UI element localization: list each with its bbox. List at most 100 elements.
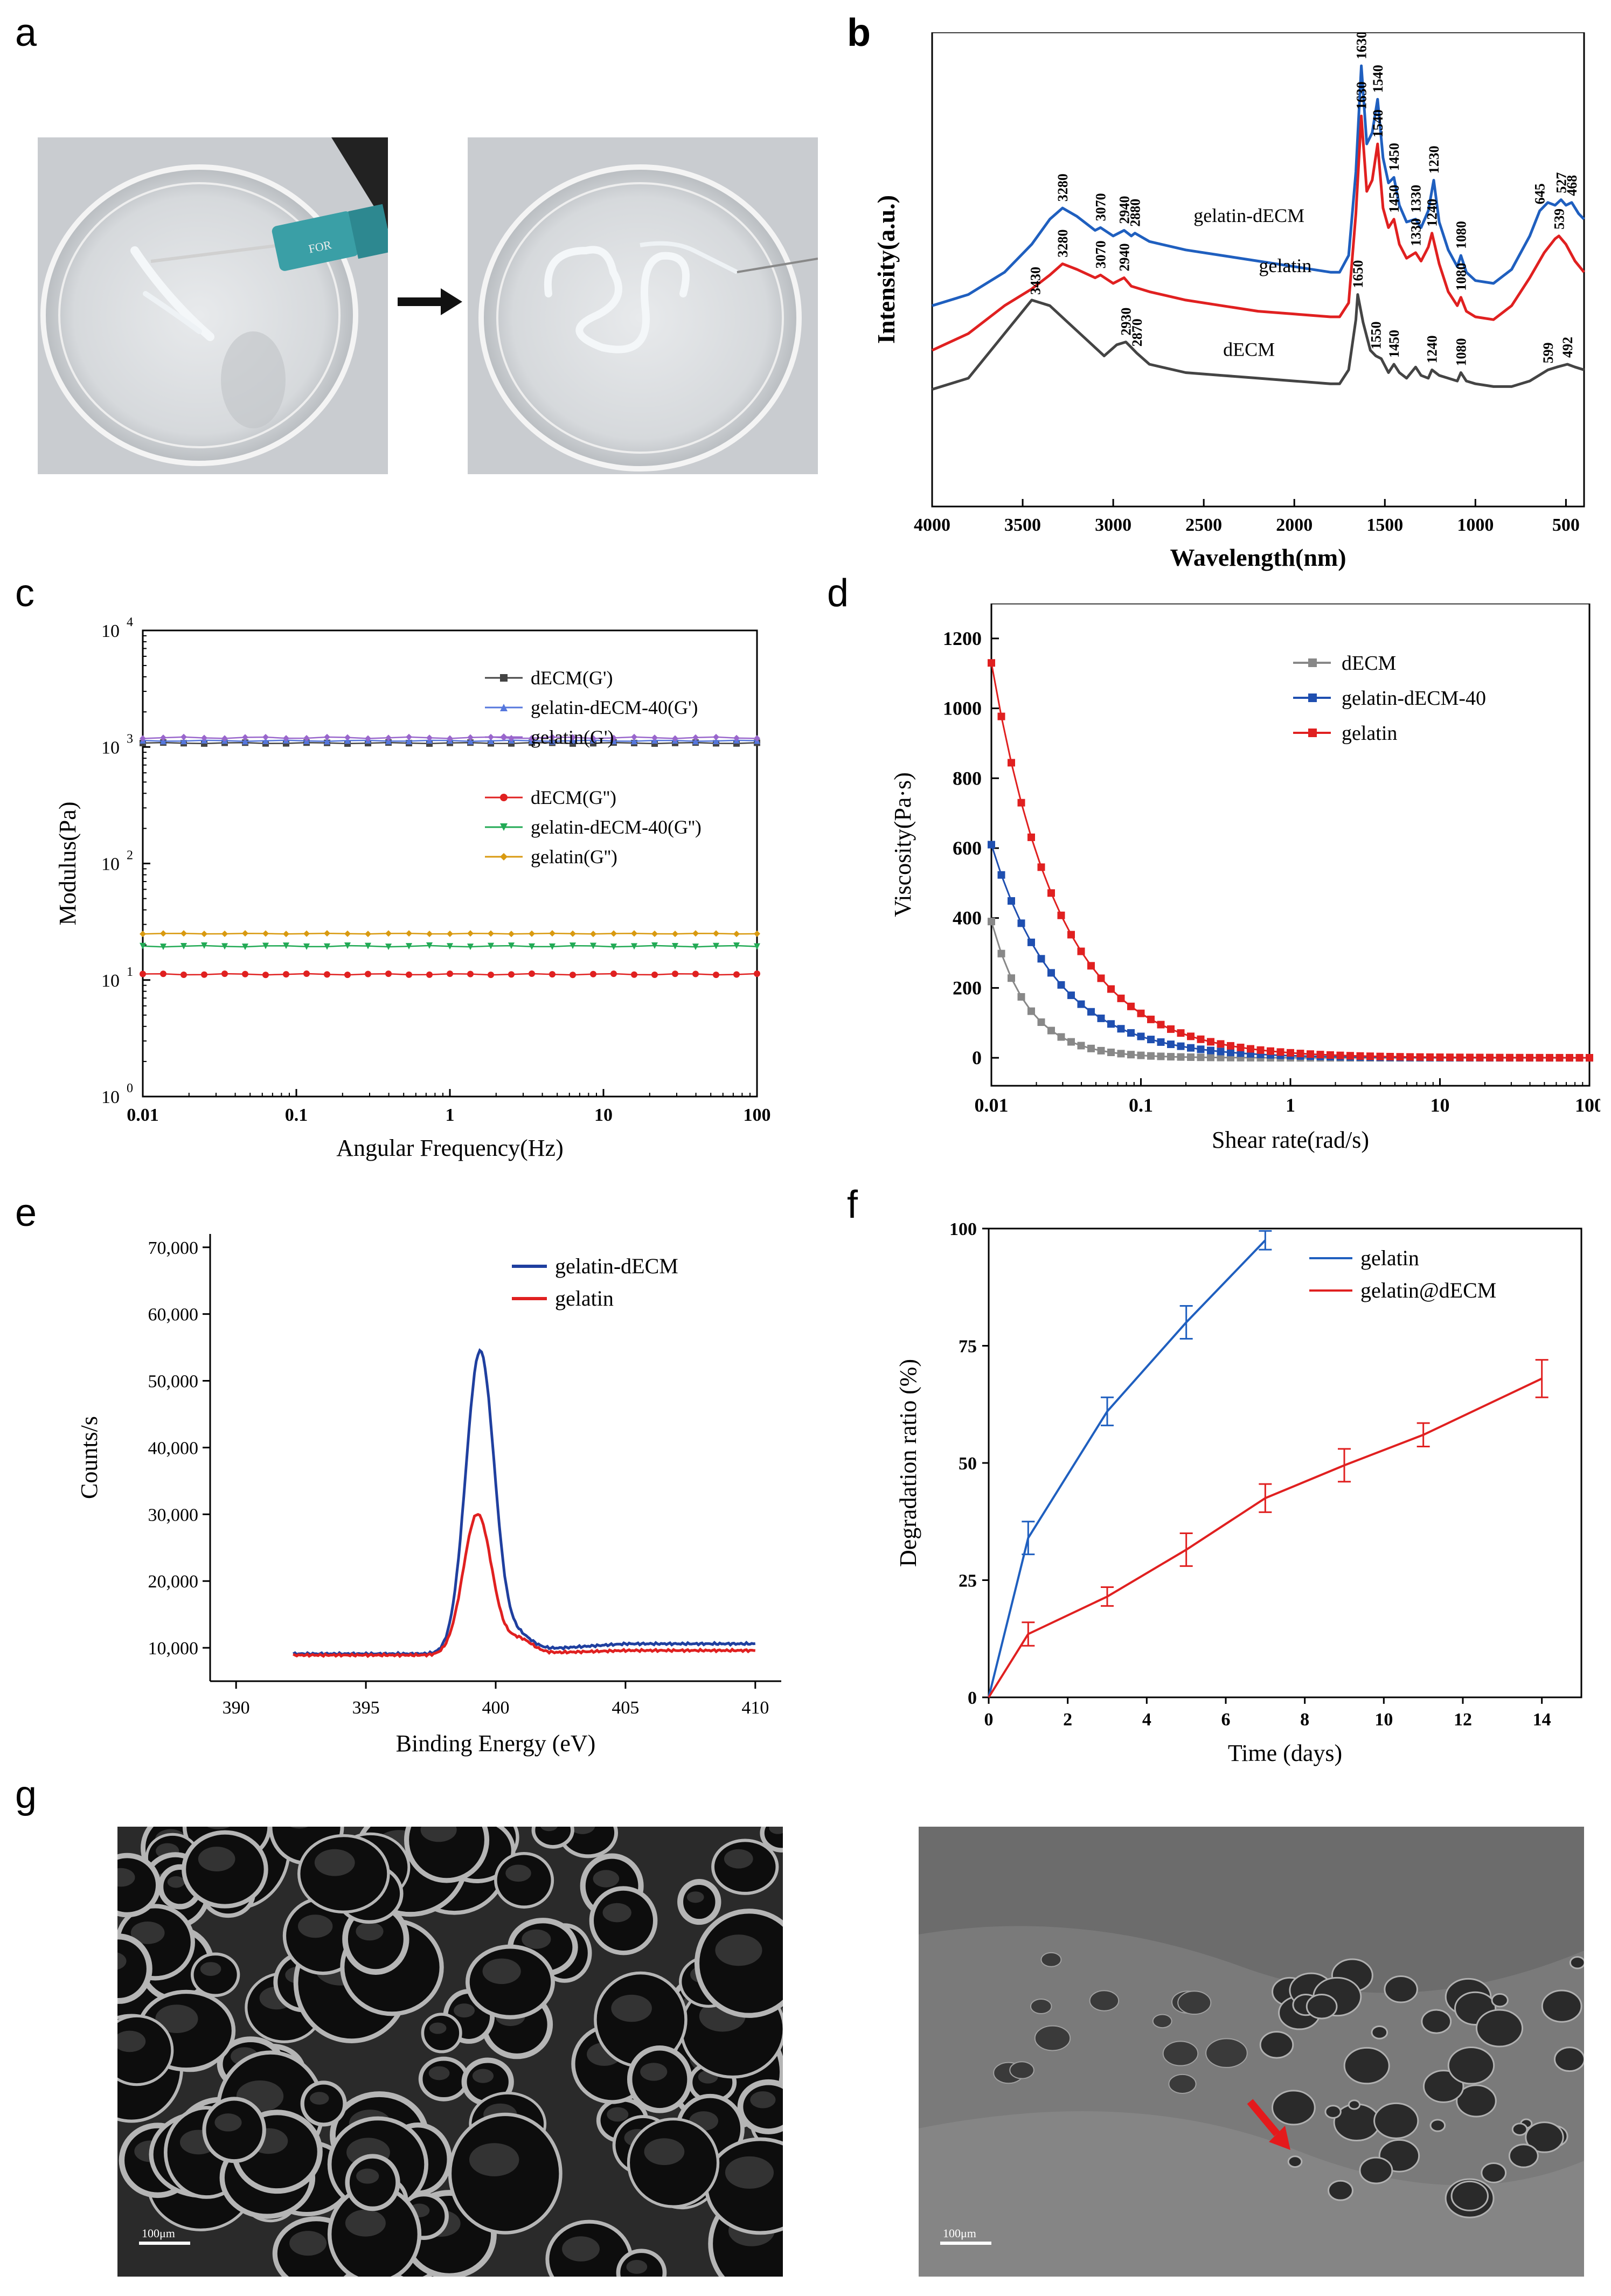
data-point bbox=[344, 734, 351, 741]
series-label: dECM bbox=[1223, 338, 1275, 360]
sem-pore bbox=[1511, 2122, 1528, 2136]
data-point bbox=[1287, 1049, 1294, 1057]
data-point bbox=[1456, 1053, 1464, 1062]
data-point bbox=[201, 971, 207, 978]
data-point bbox=[1247, 1045, 1254, 1053]
sem-pore bbox=[1343, 2047, 1390, 2085]
data-point bbox=[303, 930, 310, 937]
data-point bbox=[1107, 1020, 1115, 1028]
data-point bbox=[631, 971, 637, 978]
peak-label: 2880 bbox=[1127, 199, 1143, 227]
x-tick-label: 1500 bbox=[1366, 515, 1403, 535]
data-point bbox=[988, 659, 995, 667]
data-point bbox=[467, 944, 474, 951]
y-tick-exponent: 0 bbox=[127, 1081, 133, 1095]
data-point bbox=[365, 942, 371, 949]
sem-pore bbox=[1569, 1956, 1584, 1969]
x-tick-label: 400 bbox=[482, 1698, 510, 1718]
x-tick-label: 1 bbox=[1286, 1094, 1295, 1116]
data-point bbox=[406, 971, 412, 978]
y-tick-label: 50 bbox=[959, 1454, 977, 1474]
data-point bbox=[1107, 985, 1115, 993]
data-point bbox=[406, 930, 412, 937]
sem-pore bbox=[1373, 2102, 1419, 2139]
y-tick-label: 50,000 bbox=[148, 1372, 199, 1392]
data-point bbox=[549, 971, 555, 978]
peak-label: 1630 bbox=[1354, 81, 1370, 109]
data-point bbox=[1097, 1014, 1105, 1022]
data-point bbox=[160, 930, 166, 937]
x-axis-label: Wavelength(nm) bbox=[1170, 544, 1346, 571]
x-tick-label: 100 bbox=[744, 1105, 771, 1125]
data-point bbox=[160, 944, 166, 951]
data-point bbox=[324, 930, 330, 937]
x-tick-label: 4000 bbox=[914, 515, 950, 535]
data-point bbox=[549, 734, 555, 741]
data-point bbox=[651, 942, 658, 949]
data-point bbox=[221, 943, 228, 950]
sem-pore-highlight bbox=[593, 1870, 620, 1888]
x-tick-label: 3500 bbox=[1004, 515, 1041, 535]
sem-pore bbox=[1177, 1990, 1212, 2015]
sem-pore-highlight bbox=[607, 2107, 629, 2122]
data-point bbox=[651, 931, 658, 938]
data-point bbox=[1137, 1032, 1145, 1041]
data-point bbox=[1127, 1029, 1135, 1037]
sem-pore-highlight bbox=[130, 1922, 165, 1944]
data-point bbox=[1446, 1053, 1454, 1062]
peak-label: 3280 bbox=[1055, 174, 1071, 202]
peak-label: 3070 bbox=[1093, 240, 1109, 268]
series-label: gelatin-dECM bbox=[1193, 205, 1304, 226]
sem-pore-highlight bbox=[562, 2236, 600, 2262]
data-point bbox=[1167, 1025, 1175, 1033]
data-point bbox=[1117, 1025, 1125, 1033]
series-line-gelatin-dECM bbox=[932, 64, 1585, 307]
y-tick-exponent: 2 bbox=[127, 849, 133, 863]
sem-pore bbox=[1306, 1993, 1338, 2020]
data-point bbox=[140, 970, 146, 977]
sem-pore-highlight bbox=[200, 1962, 221, 1976]
data-point bbox=[1177, 1042, 1185, 1050]
peak-label: 468 bbox=[1564, 175, 1580, 196]
data-point bbox=[610, 970, 617, 977]
data-point bbox=[1117, 1050, 1125, 1058]
x-tick-label: 2500 bbox=[1185, 515, 1222, 535]
data-point bbox=[1087, 1008, 1095, 1016]
data-point bbox=[1256, 1046, 1265, 1054]
sem-pore bbox=[1429, 2119, 1446, 2132]
data-point bbox=[570, 734, 576, 741]
y-tick-label: 10 bbox=[101, 1087, 120, 1107]
data-point bbox=[242, 944, 248, 951]
data-point bbox=[692, 738, 699, 745]
x-axis-label: Time (days) bbox=[1228, 1740, 1342, 1766]
data-point bbox=[631, 733, 637, 740]
sem-pore-highlight bbox=[297, 1915, 333, 1938]
data-point bbox=[1506, 1053, 1513, 1062]
data-point bbox=[324, 943, 330, 950]
series-line-gelatin bbox=[293, 1513, 756, 1659]
data-point bbox=[242, 970, 248, 977]
data-point bbox=[713, 942, 719, 949]
sem-pore-highlight bbox=[522, 1929, 551, 1949]
sem-pore bbox=[1475, 2009, 1524, 2048]
series-label: gelatin bbox=[1259, 255, 1311, 276]
peak-label: 1080 bbox=[1453, 338, 1469, 366]
data-point bbox=[631, 943, 637, 950]
data-point bbox=[733, 734, 740, 741]
x-tick-label: 10 bbox=[594, 1105, 613, 1125]
data-point bbox=[324, 733, 330, 740]
x-tick-label: 6 bbox=[1221, 1710, 1231, 1730]
legend-marker bbox=[1308, 658, 1317, 667]
data-point bbox=[529, 970, 535, 977]
peak-label: 1240 bbox=[1425, 335, 1440, 363]
sem-right-scale-label: 100μm bbox=[943, 2226, 976, 2240]
sem-pore bbox=[1421, 2009, 1452, 2034]
data-point bbox=[160, 734, 166, 741]
data-point bbox=[1207, 1038, 1214, 1046]
data-point bbox=[1197, 1035, 1205, 1043]
data-point bbox=[1526, 1053, 1533, 1062]
sem-pore-highlight bbox=[724, 1849, 753, 1869]
data-point bbox=[1008, 759, 1015, 767]
x-tick-label: 0 bbox=[984, 1710, 994, 1730]
